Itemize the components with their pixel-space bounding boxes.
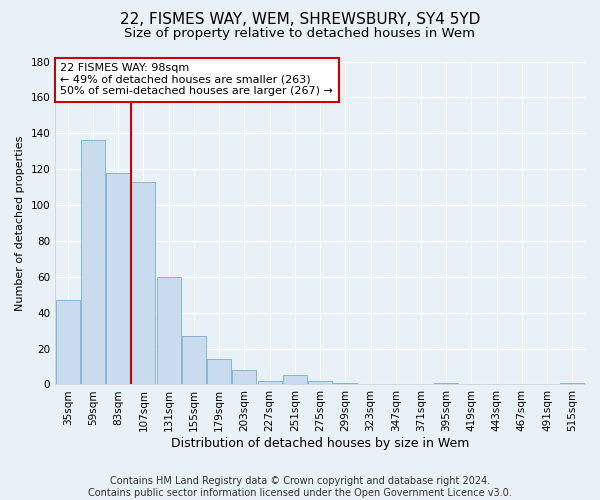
Bar	[81, 140, 105, 384]
Bar	[257, 381, 281, 384]
Bar	[182, 336, 206, 384]
Text: 22 FISMES WAY: 98sqm
← 49% of detached houses are smaller (263)
50% of semi-deta: 22 FISMES WAY: 98sqm ← 49% of detached h…	[61, 63, 334, 96]
Bar	[308, 381, 332, 384]
Text: Size of property relative to detached houses in Wem: Size of property relative to detached ho…	[125, 28, 476, 40]
Bar	[157, 277, 181, 384]
Bar	[232, 370, 256, 384]
Y-axis label: Number of detached properties: Number of detached properties	[15, 136, 25, 310]
Bar	[207, 360, 231, 384]
Bar	[106, 172, 130, 384]
Bar	[334, 382, 357, 384]
Bar	[56, 300, 80, 384]
Bar	[131, 182, 155, 384]
Bar	[283, 376, 307, 384]
Text: Contains HM Land Registry data © Crown copyright and database right 2024.
Contai: Contains HM Land Registry data © Crown c…	[88, 476, 512, 498]
Bar	[560, 382, 584, 384]
Bar	[434, 382, 458, 384]
Text: 22, FISMES WAY, WEM, SHREWSBURY, SY4 5YD: 22, FISMES WAY, WEM, SHREWSBURY, SY4 5YD	[120, 12, 480, 28]
X-axis label: Distribution of detached houses by size in Wem: Distribution of detached houses by size …	[171, 437, 469, 450]
